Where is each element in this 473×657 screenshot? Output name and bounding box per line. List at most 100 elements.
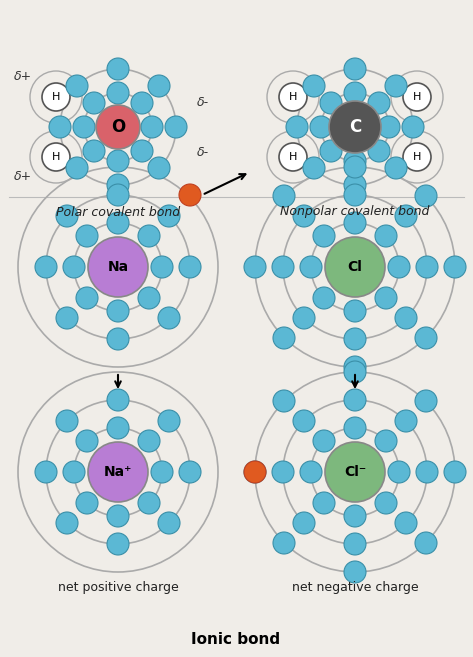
Circle shape [107,58,129,80]
Text: δ+: δ+ [14,70,32,83]
Circle shape [76,225,98,247]
Text: H: H [413,152,421,162]
Circle shape [279,83,307,111]
Text: O: O [111,118,125,136]
Circle shape [415,532,437,554]
Circle shape [165,116,187,138]
Circle shape [88,442,148,502]
Text: H: H [289,152,297,162]
Circle shape [107,174,129,196]
Circle shape [35,256,57,278]
Text: Cl: Cl [348,260,362,274]
Circle shape [76,430,98,452]
Text: δ-: δ- [197,95,209,108]
Circle shape [385,157,407,179]
Circle shape [320,140,342,162]
Circle shape [293,205,315,227]
Circle shape [293,307,315,329]
Circle shape [279,143,307,171]
Circle shape [63,256,85,278]
Circle shape [131,92,153,114]
Circle shape [148,75,170,97]
Circle shape [403,83,431,111]
Circle shape [293,410,315,432]
Circle shape [313,492,335,514]
Circle shape [388,461,410,483]
Circle shape [300,256,322,278]
Circle shape [395,205,417,227]
Circle shape [378,116,400,138]
Circle shape [66,75,88,97]
Circle shape [179,461,201,483]
Circle shape [313,287,335,309]
Text: H: H [289,92,297,102]
Circle shape [107,300,129,322]
Circle shape [96,105,140,149]
Circle shape [107,505,129,527]
Circle shape [107,212,129,234]
Circle shape [310,116,332,138]
Circle shape [388,256,410,278]
Circle shape [273,390,295,412]
Circle shape [56,205,78,227]
Circle shape [49,116,71,138]
Circle shape [344,212,366,234]
Circle shape [107,82,129,104]
Circle shape [320,92,342,114]
Circle shape [395,307,417,329]
Circle shape [273,327,295,349]
Text: H: H [413,92,421,102]
Circle shape [179,256,201,278]
Circle shape [344,58,366,80]
Circle shape [385,75,407,97]
Circle shape [375,492,397,514]
Circle shape [368,92,390,114]
Circle shape [286,116,308,138]
Circle shape [244,461,266,483]
Text: Na: Na [107,260,129,274]
Circle shape [329,101,381,153]
Circle shape [444,461,466,483]
Circle shape [344,150,366,172]
Circle shape [273,185,295,207]
Circle shape [42,143,70,171]
Circle shape [66,157,88,179]
Circle shape [313,430,335,452]
Circle shape [148,157,170,179]
Circle shape [344,361,366,383]
Text: Ionic bond: Ionic bond [192,631,280,646]
Circle shape [416,461,438,483]
Circle shape [107,184,129,206]
Circle shape [131,140,153,162]
Circle shape [344,156,366,178]
Circle shape [402,116,424,138]
Text: Nonpolar covalent bond: Nonpolar covalent bond [280,206,429,219]
Circle shape [244,256,266,278]
Circle shape [83,92,105,114]
Circle shape [344,174,366,196]
Circle shape [272,256,294,278]
Circle shape [344,184,366,206]
Circle shape [42,83,70,111]
Circle shape [303,157,325,179]
Circle shape [395,410,417,432]
Circle shape [73,116,95,138]
Circle shape [415,327,437,349]
Circle shape [313,225,335,247]
Circle shape [273,532,295,554]
Circle shape [368,140,390,162]
Circle shape [56,307,78,329]
Circle shape [293,512,315,534]
Circle shape [158,512,180,534]
Text: Polar covalent bond: Polar covalent bond [56,206,180,219]
Circle shape [395,512,417,534]
Circle shape [375,287,397,309]
Circle shape [444,256,466,278]
Circle shape [107,328,129,350]
Circle shape [344,328,366,350]
Circle shape [303,75,325,97]
Circle shape [375,430,397,452]
Circle shape [344,300,366,322]
Circle shape [88,237,148,297]
Circle shape [300,461,322,483]
